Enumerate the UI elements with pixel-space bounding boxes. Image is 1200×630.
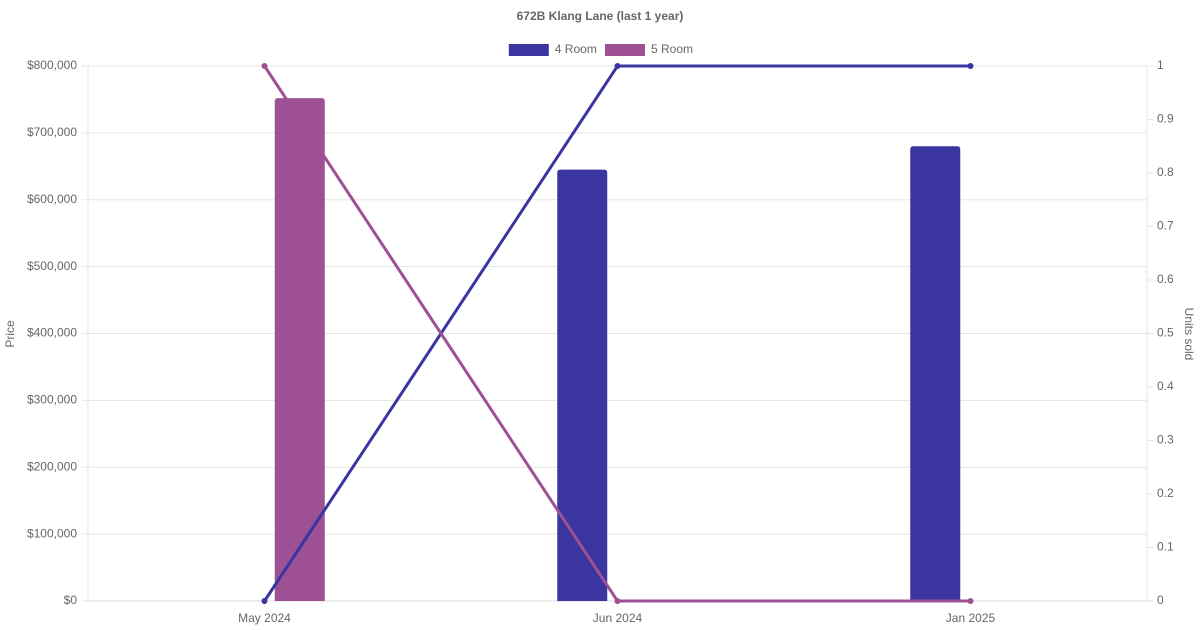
y2-tick-label: 0.7 [1157, 219, 1174, 233]
point [967, 63, 974, 69]
x-tick-label: Jan 2025 [946, 611, 996, 625]
y2-tick-label: 0.6 [1157, 272, 1174, 286]
y2-tick-label: 0.1 [1157, 540, 1174, 554]
legend-label: 4 Room [555, 42, 597, 56]
legend-swatch [508, 44, 549, 56]
bar [557, 169, 608, 601]
chart-title: 672B Klang Lane (last 1 year) [517, 9, 684, 23]
point [614, 598, 621, 604]
y-tick-label: $700,000 [27, 125, 77, 139]
y2-tick-label: 0.9 [1157, 112, 1174, 126]
point [614, 63, 621, 69]
y2-tick-label: 0.4 [1157, 379, 1174, 393]
y2-tick-label: 0.2 [1157, 486, 1174, 500]
x-tick-label: May 2024 [238, 611, 291, 625]
y2-tick-label: 0 [1157, 593, 1164, 607]
y-tick-label: $600,000 [27, 192, 77, 206]
y-tick-label: $800,000 [27, 58, 77, 72]
point [261, 63, 268, 69]
bar [274, 98, 325, 601]
y2-tick-label: 0.5 [1157, 326, 1174, 340]
y-tick-label: $300,000 [27, 393, 77, 407]
y2-tick-label: 0.8 [1157, 165, 1174, 179]
y-tick-label: $400,000 [27, 326, 77, 340]
legend-swatch [605, 44, 645, 56]
x-tick-label: Jun 2024 [593, 611, 643, 625]
y-axis-title: Price [3, 320, 17, 348]
y-tick-label: $200,000 [27, 459, 77, 473]
legend-label: 5 Room [651, 42, 693, 56]
point [967, 598, 974, 604]
y-tick-label: $100,000 [27, 526, 77, 540]
point [261, 598, 268, 604]
y2-tick-label: 1 [1157, 58, 1164, 72]
bar [910, 146, 961, 601]
y-tick-label: $500,000 [27, 259, 77, 273]
y2-tick-label: 0.3 [1157, 433, 1174, 447]
y2-axis-title: Units sold [1182, 308, 1196, 361]
y-tick-label: $0 [64, 593, 78, 607]
